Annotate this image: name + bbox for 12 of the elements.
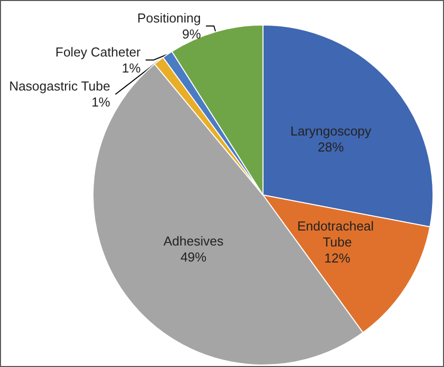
- slice-label: Endotracheal Tube: [297, 218, 378, 250]
- data-label: 12%: [324, 250, 351, 266]
- slice-label: Adhesives: [163, 233, 224, 248]
- slice-label: Laryngoscopy: [290, 123, 372, 138]
- slice-label: Foley Catheter: [55, 44, 142, 60]
- slice-label: Nasogastric Tube: [9, 78, 110, 94]
- data-label: 49%: [180, 249, 207, 264]
- slice-label: Positioning: [137, 10, 201, 26]
- data-label: 1%: [91, 94, 111, 110]
- data-label: 9%: [182, 26, 202, 42]
- data-label: 28%: [318, 139, 344, 154]
- data-label: 1%: [122, 60, 142, 76]
